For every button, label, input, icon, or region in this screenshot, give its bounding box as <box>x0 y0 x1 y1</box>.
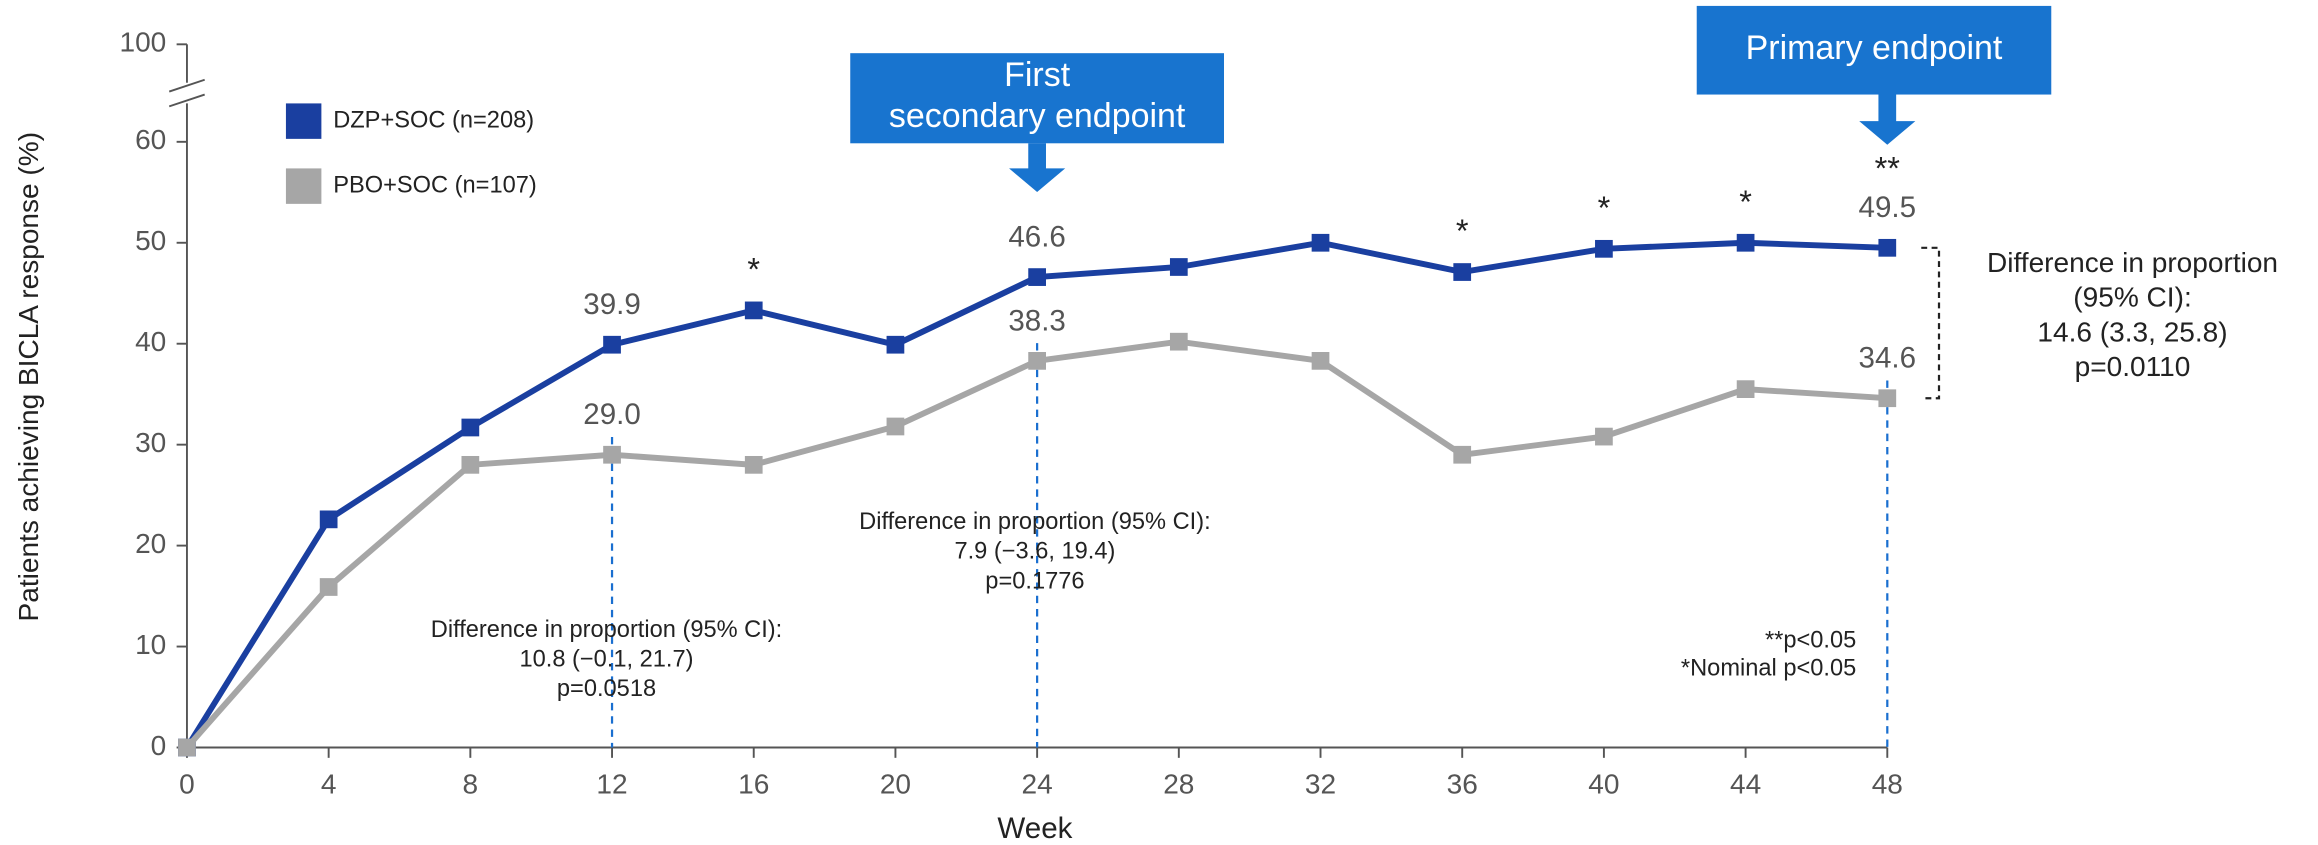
value-label: 29.0 <box>583 398 640 431</box>
axis-break <box>168 78 205 93</box>
marker <box>1028 268 1046 286</box>
y-tick-label: 20 <box>135 528 166 559</box>
x-tick-label: 12 <box>596 768 627 799</box>
value-label: 46.6 <box>1008 220 1065 253</box>
marker <box>1453 445 1472 464</box>
marker <box>1878 238 1897 257</box>
significance-mark: * <box>1739 184 1752 220</box>
legend-swatch <box>285 103 322 139</box>
footnote: **p<0.05 <box>1765 627 1856 653</box>
x-tick-label: 16 <box>738 768 769 799</box>
value-label: 38.3 <box>1008 304 1065 337</box>
marker <box>319 578 338 596</box>
difference-text: p=0.0110 <box>2075 351 2191 382</box>
marker <box>1878 389 1897 408</box>
footnote: *Nominal p<0.05 <box>1681 655 1856 681</box>
legend-swatch <box>285 168 322 204</box>
value-label: 49.5 <box>1859 191 1916 224</box>
marker <box>1453 263 1472 281</box>
x-axis-label: Week <box>997 812 1072 845</box>
difference-text: p=0.0518 <box>557 676 656 702</box>
x-tick-label: 36 <box>1447 768 1478 799</box>
callout-text: secondary endpoint <box>889 97 1186 135</box>
marker <box>886 335 905 354</box>
difference-text: Difference in proportion (95% CI): <box>859 509 1210 535</box>
x-tick-label: 8 <box>463 768 479 799</box>
value-label: 34.6 <box>1859 342 1916 375</box>
callout-box <box>1696 5 2052 95</box>
y-axis-label: Patients achieving BICLA response (%) <box>13 132 44 622</box>
marker <box>461 455 480 474</box>
callout-arrow <box>1009 143 1066 193</box>
x-tick-label: 48 <box>1872 768 1903 799</box>
y-tick-label: 100 <box>119 27 166 58</box>
marker <box>1736 233 1755 252</box>
x-tick-label: 32 <box>1305 768 1336 799</box>
significance-mark: * <box>1456 213 1469 249</box>
difference-text: Difference in proportion <box>1987 247 2278 278</box>
difference-text: 10.8 (−0.1, 21.7) <box>519 647 693 673</box>
marker <box>603 445 621 464</box>
bracket <box>1921 246 1941 400</box>
axis-break <box>168 93 205 108</box>
x-tick-label: 24 <box>1022 768 1053 799</box>
difference-text: Difference in proportion (95% CI): <box>431 617 782 643</box>
x-tick-label: 0 <box>179 768 195 799</box>
marker <box>461 418 480 437</box>
marker <box>1595 239 1613 258</box>
marker <box>1169 258 1188 276</box>
significance-mark: * <box>747 252 760 288</box>
callout-arrow <box>1859 94 1916 145</box>
y-tick-label: 0 <box>151 730 167 761</box>
value-label: 39.9 <box>583 288 640 321</box>
marker <box>1736 380 1755 399</box>
significance-mark: * <box>1598 190 1611 226</box>
difference-text: 14.6 (3.3, 25.8) <box>2037 316 2227 347</box>
x-tick-label: 28 <box>1163 768 1194 799</box>
y-tick-label: 10 <box>135 629 166 660</box>
y-tick-label: 60 <box>135 124 166 155</box>
marker <box>744 301 763 320</box>
legend-label: PBO+SOC (n=107) <box>333 172 537 198</box>
x-tick-label: 20 <box>880 768 911 799</box>
callout-text: Primary endpoint <box>1746 29 2003 67</box>
marker <box>1595 427 1613 446</box>
marker <box>1311 352 1330 370</box>
y-tick-label: 30 <box>135 427 166 458</box>
marker <box>178 738 196 757</box>
callout-box <box>850 53 1224 144</box>
marker <box>1028 352 1046 370</box>
marker <box>319 510 338 529</box>
marker <box>1311 233 1330 252</box>
marker <box>744 455 763 474</box>
y-tick-label: 40 <box>135 326 166 357</box>
y-tick-label: 50 <box>135 225 166 256</box>
x-tick-label: 44 <box>1730 768 1761 799</box>
difference-text: 7.9 (−3.6, 19.4) <box>954 539 1115 565</box>
marker <box>603 335 621 354</box>
significance-mark: ** <box>1875 151 1901 187</box>
callout-text: First <box>1004 56 1071 94</box>
marker <box>886 417 905 436</box>
legend-label: DZP+SOC (n=208) <box>333 107 534 133</box>
x-tick-label: 40 <box>1588 768 1619 799</box>
difference-text: p=0.1776 <box>985 568 1084 594</box>
marker <box>1169 332 1188 351</box>
difference-text: (95% CI): <box>2073 282 2191 313</box>
x-tick-label: 4 <box>321 768 337 799</box>
